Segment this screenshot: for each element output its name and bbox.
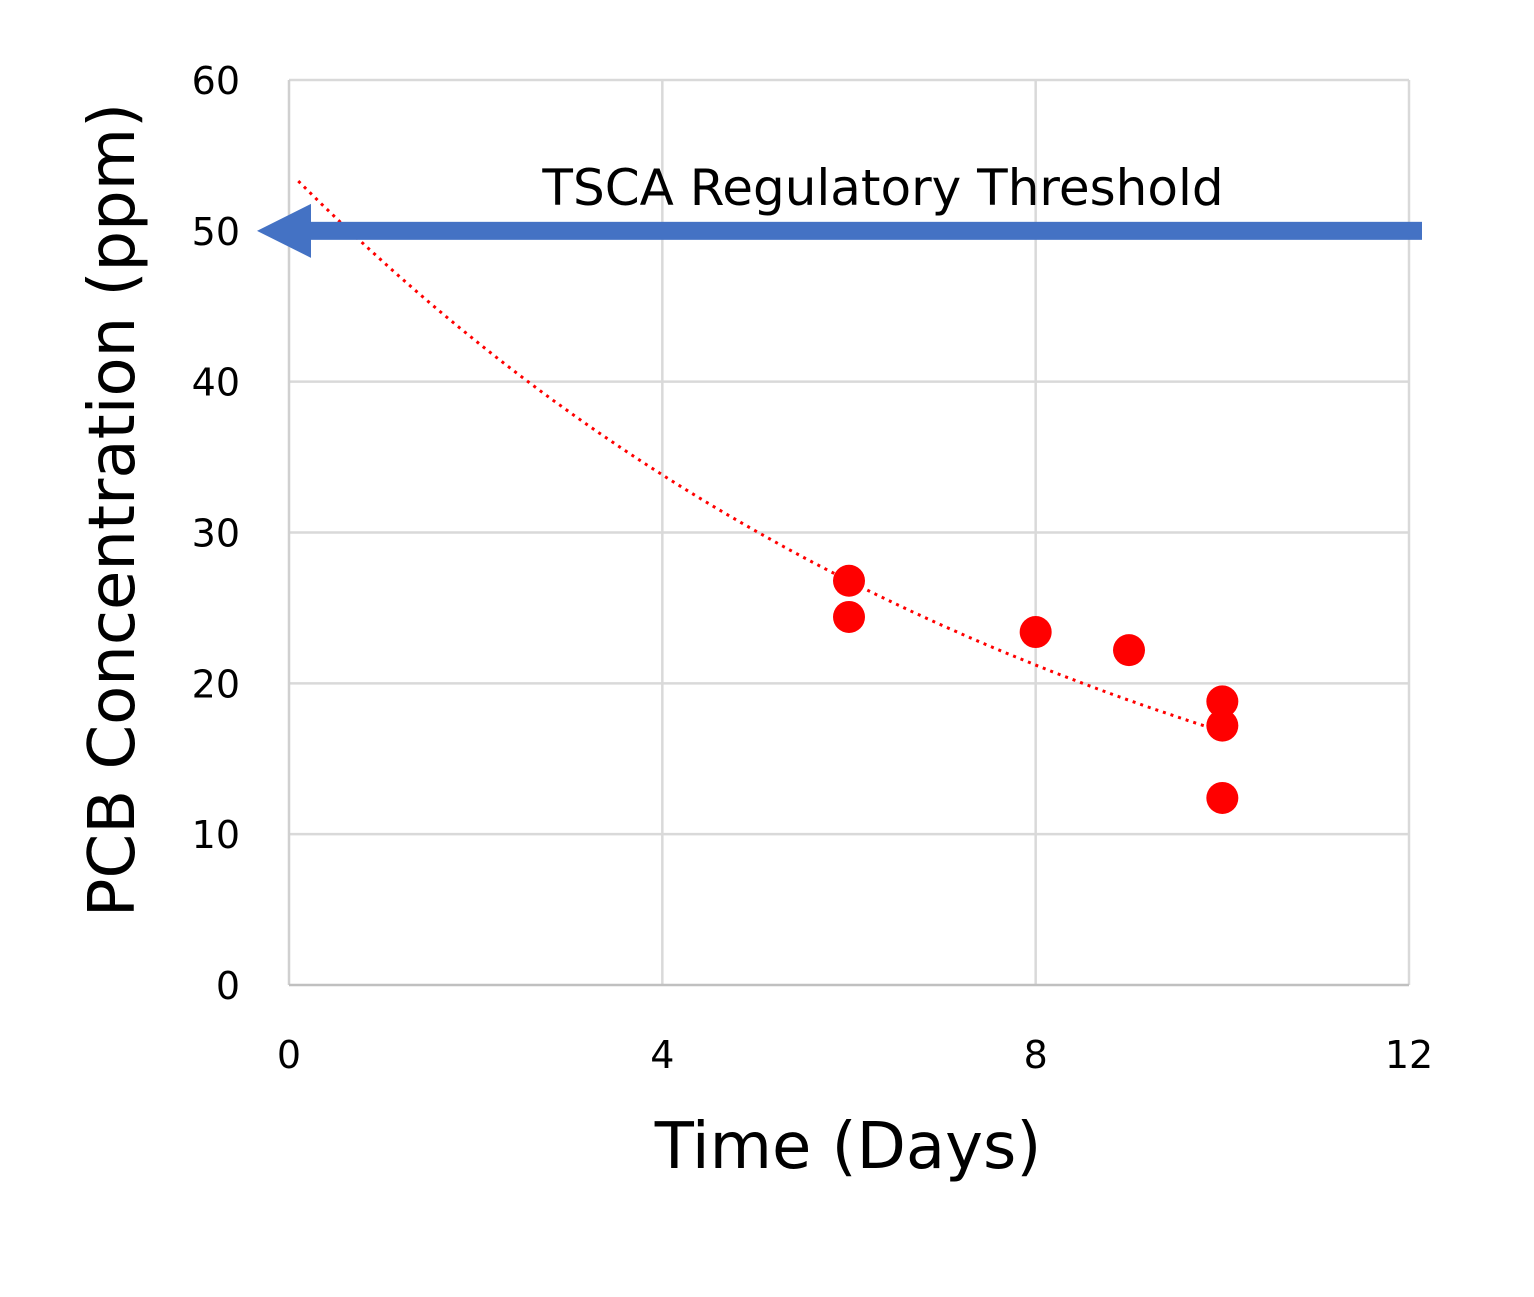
data-point [1206, 685, 1239, 718]
data-point [1206, 709, 1239, 742]
y-axis-title: PCB Concentration (ppm) [76, 103, 150, 917]
y-tick-label: 60 [192, 59, 240, 103]
threshold-annotation: TSCA Regulatory Threshold [257, 159, 1422, 258]
y-tick-label: 40 [192, 361, 240, 405]
x-tick-label: 0 [277, 1033, 301, 1077]
x-tick-label: 12 [1385, 1033, 1433, 1077]
trendline [297, 180, 1223, 734]
data-point [1206, 781, 1239, 814]
data-point [1113, 634, 1145, 667]
threshold-arrow-shaft [309, 221, 1422, 240]
data-point [833, 600, 865, 633]
y-tick-label: 30 [192, 512, 240, 556]
x-tick-label: 8 [1024, 1033, 1048, 1077]
x-tick-label: 4 [650, 1033, 674, 1077]
y-tick-label: 10 [192, 813, 240, 857]
data-point [1019, 616, 1052, 649]
trendline-layer [297, 180, 1223, 734]
y-tick-label: 20 [192, 662, 240, 706]
threshold-label: TSCA Regulatory Threshold [541, 159, 1223, 217]
tick-labels: 0 10 20 30 40 50 60 0 4 8 12 [192, 59, 1434, 1077]
y-tick-label: 50 [192, 210, 240, 254]
y-tick-label: 0 [216, 964, 240, 1008]
x-axis-title: Time (Days) [654, 1110, 1042, 1184]
data-points [833, 564, 1239, 814]
threshold-arrow-head [257, 203, 311, 258]
data-point [833, 564, 865, 597]
